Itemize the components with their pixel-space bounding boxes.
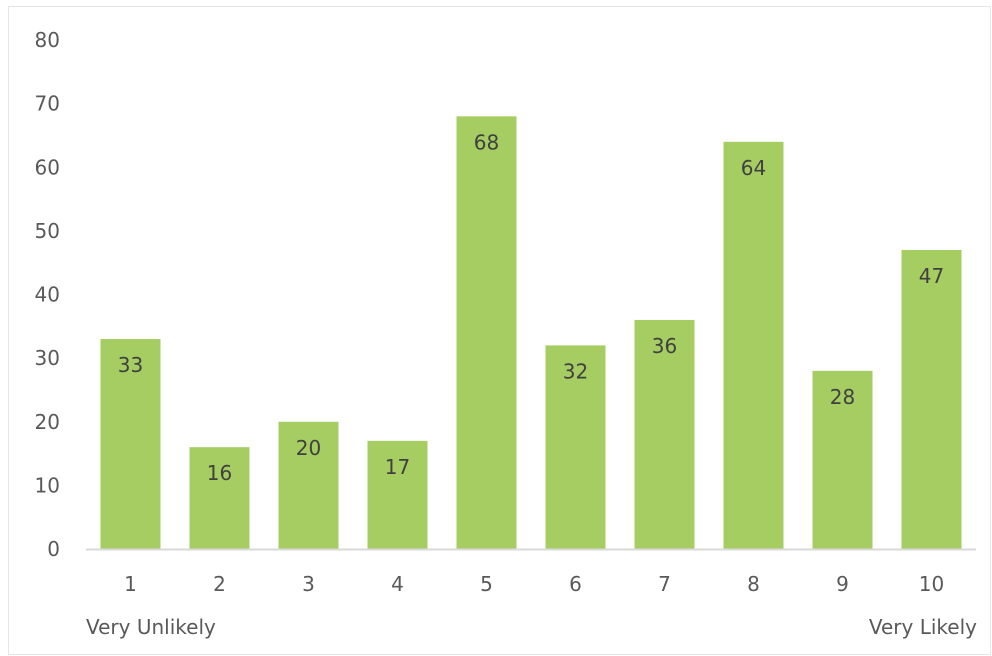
bar-value-label: 16 — [207, 461, 232, 485]
bar-value-label: 17 — [385, 455, 410, 479]
x-tick-label: 6 — [569, 572, 582, 596]
bar — [901, 249, 962, 549]
bar-value-label: 33 — [118, 353, 143, 377]
y-tick-label: 60 — [35, 155, 60, 179]
bar-value-label: 47 — [919, 264, 944, 288]
data-labels: 33 16 20 17 68 32 36 64 28 47 — [118, 130, 944, 485]
y-tick-label: 70 — [35, 92, 60, 116]
x-tick-label: 4 — [391, 572, 404, 596]
bar-value-label: 64 — [741, 156, 766, 180]
x-tick-label: 5 — [480, 572, 493, 596]
bar — [812, 370, 873, 549]
y-tick-label: 40 — [35, 283, 60, 307]
bar — [367, 440, 428, 549]
bar-value-label: 28 — [830, 385, 855, 409]
bar — [545, 345, 606, 549]
y-tick-label: 10 — [35, 473, 60, 497]
y-tick-label: 0 — [47, 537, 60, 561]
x-axis-tick-labels: 1 2 3 4 5 6 7 8 9 10 — [124, 572, 944, 596]
bar-value-label: 20 — [296, 436, 321, 460]
x-tick-label: 1 — [124, 572, 137, 596]
y-tick-label: 80 — [35, 28, 60, 52]
x-axis-left-end-label: Very Unlikely — [86, 615, 216, 639]
bar — [278, 421, 339, 549]
x-axis-right-end-label: Very Likely — [869, 615, 977, 639]
x-tick-label: 3 — [302, 572, 315, 596]
x-tick-label: 9 — [836, 572, 849, 596]
y-axis-tick-labels: 0 10 20 30 40 50 60 70 80 — [35, 28, 60, 561]
bar — [723, 141, 784, 550]
y-tick-label: 20 — [35, 410, 60, 434]
x-tick-label: 10 — [919, 572, 944, 596]
bar-value-label: 36 — [652, 334, 677, 358]
bar — [100, 339, 161, 549]
x-tick-label: 2 — [213, 572, 226, 596]
bar — [189, 447, 250, 549]
y-tick-label: 30 — [35, 346, 60, 370]
bar-value-label: 32 — [563, 359, 588, 383]
bar — [634, 319, 695, 549]
bar-series — [100, 116, 962, 550]
bar — [456, 116, 517, 549]
x-tick-label: 7 — [658, 572, 671, 596]
y-tick-label: 50 — [35, 219, 60, 243]
bar-value-label: 68 — [474, 130, 499, 154]
x-tick-label: 8 — [747, 572, 760, 596]
